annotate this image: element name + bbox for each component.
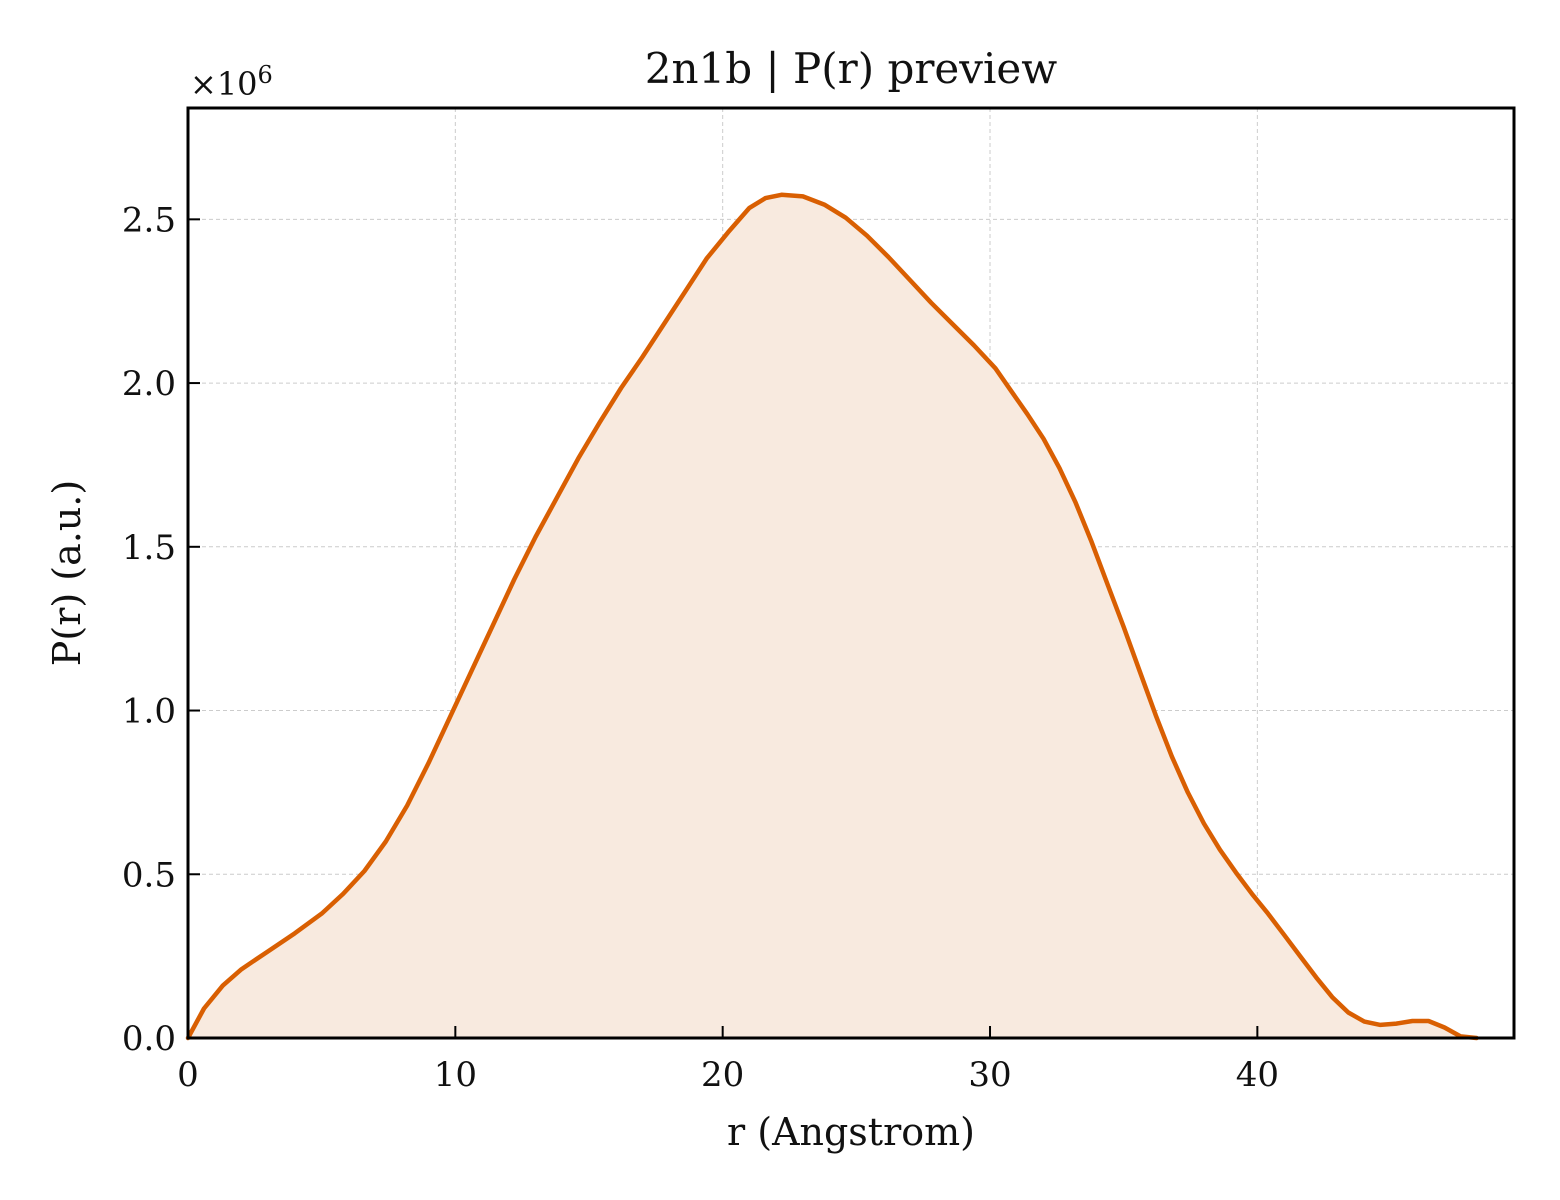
y-tick-label: 0.0 xyxy=(122,1019,176,1059)
chart-title: 2n1b | P(r) preview xyxy=(645,44,1058,93)
pr-series-line xyxy=(185,192,1479,1041)
x-tick-label: 10 xyxy=(434,1055,477,1095)
y-axis-label: P(r) (a.u.) xyxy=(45,480,89,666)
pr-area-fill xyxy=(188,194,1477,1039)
plot-frame xyxy=(186,106,1516,1040)
y-tick-label: 1.0 xyxy=(122,692,176,732)
y-axis-multiplier-exponent: 6 xyxy=(258,61,273,89)
axis-ticks: 0 10 20 30 40 0.0 0.5 1.0 1.5 2.0 2.5 xyxy=(122,200,1279,1095)
y-axis-multiplier: ×106 xyxy=(190,61,273,103)
y-tick-label: 0.5 xyxy=(122,855,176,895)
x-tick-label: 40 xyxy=(1236,1055,1279,1095)
y-axis-multiplier-base: ×10 xyxy=(190,65,258,103)
x-tick-label: 30 xyxy=(968,1055,1011,1095)
x-tick-label: 0 xyxy=(177,1055,199,1095)
y-tick-label: 2.0 xyxy=(122,364,176,404)
y-tick-label: 2.5 xyxy=(122,200,176,240)
y-tick-label: 1.5 xyxy=(122,528,176,568)
x-axis-label: r (Angstrom) xyxy=(727,1110,975,1154)
x-tick-label: 20 xyxy=(701,1055,744,1095)
